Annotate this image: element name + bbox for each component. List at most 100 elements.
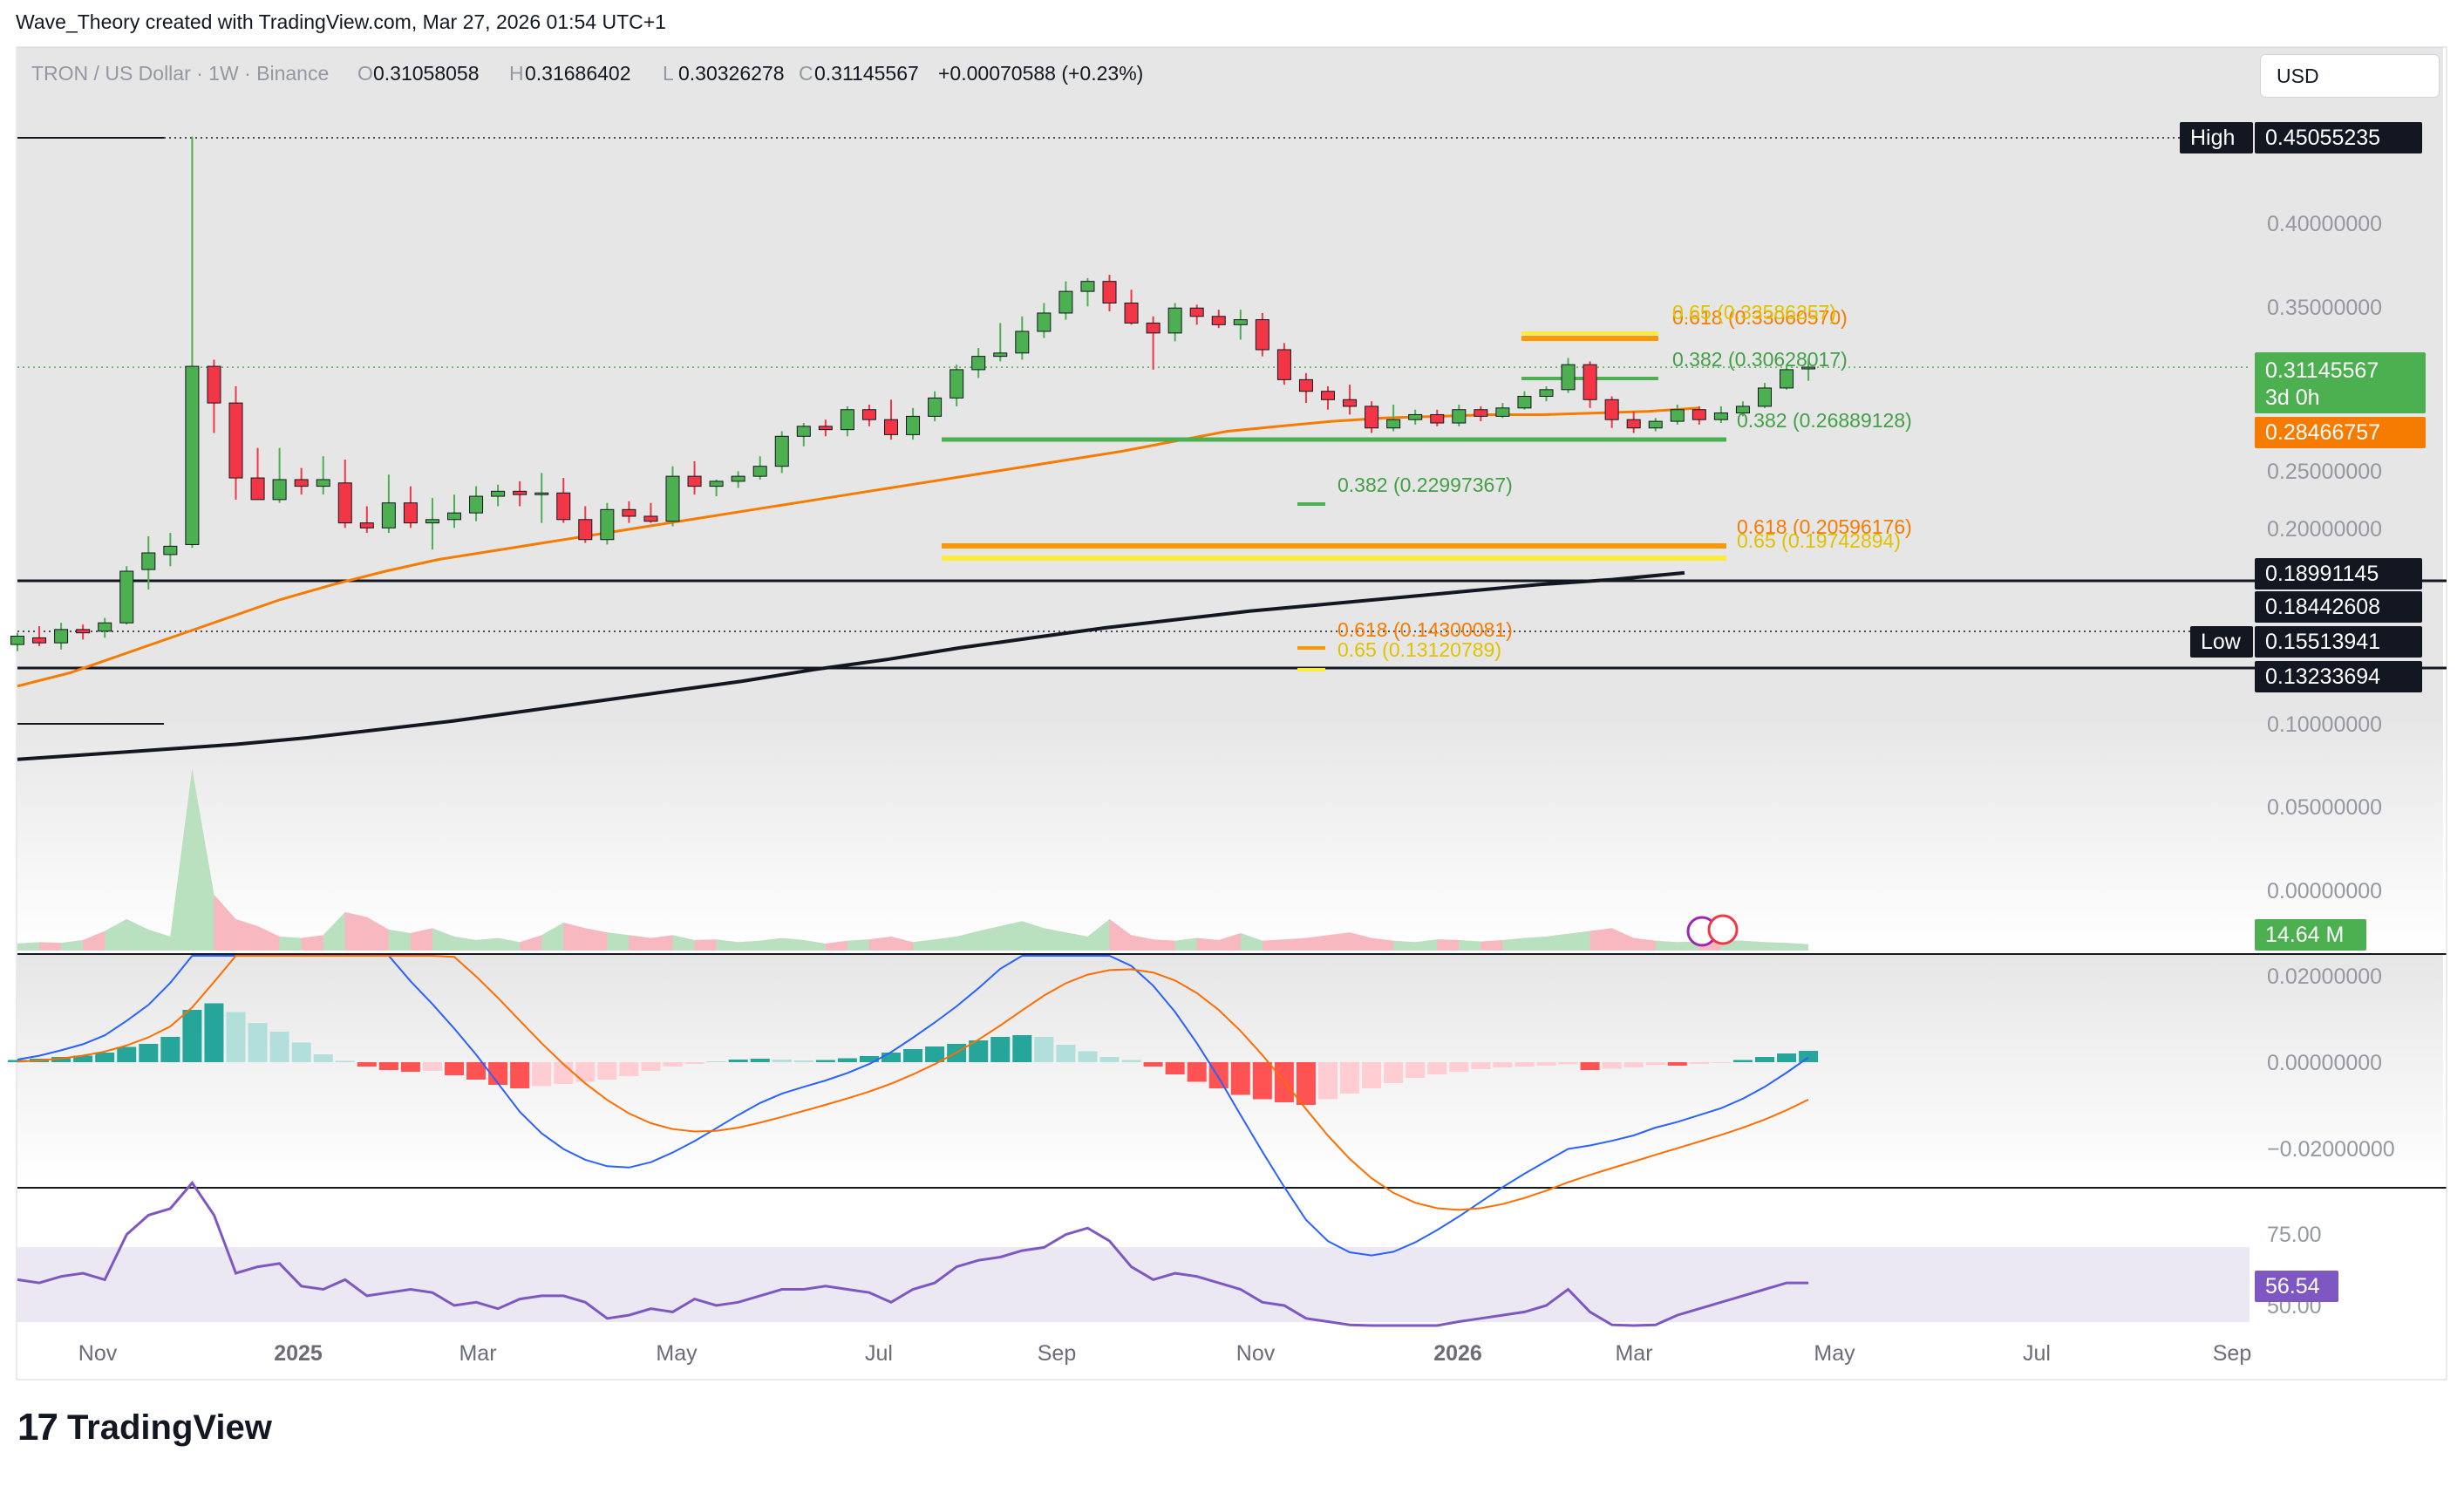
- level-tag-bg: [2255, 591, 2422, 623]
- macd-histogram-bar: [641, 1062, 661, 1071]
- candle-body: [578, 519, 593, 541]
- rsi-value: 56.54: [2265, 1274, 2320, 1299]
- volume-segment: [847, 939, 869, 951]
- time-axis-tick: Sep: [1038, 1341, 1076, 1366]
- macd-histogram-bar: [925, 1046, 945, 1062]
- macd-histogram-bar: [488, 1062, 508, 1085]
- volume-segment: [61, 940, 84, 951]
- high-tag: High: [2190, 126, 2235, 150]
- candle-body: [1626, 419, 1641, 429]
- time-axis-tick: Nov: [1236, 1341, 1276, 1366]
- countdown-value: 3d 0h: [2265, 385, 2320, 410]
- flag-icon: [1707, 914, 1739, 945]
- candle-body: [272, 479, 287, 501]
- volume-segment: [1131, 935, 1154, 951]
- macd-histogram-bar: [1427, 1062, 1447, 1074]
- volume-pane-bg: [17, 715, 2443, 952]
- candle-body: [643, 515, 658, 522]
- candle-body: [1801, 366, 1816, 370]
- macd-histogram-bar: [466, 1062, 487, 1080]
- candle-body: [1321, 391, 1335, 400]
- candle-body: [1233, 319, 1248, 325]
- legend-ohlc-label: H: [509, 62, 524, 85]
- candle-body: [228, 402, 243, 479]
- rsi-line: [17, 1180, 1809, 1327]
- time-axis-tick: Mar: [459, 1341, 496, 1366]
- volume-segment: [1000, 921, 1023, 951]
- macd-histogram-bar: [969, 1040, 989, 1062]
- last-price-value: 0.31145567: [2265, 358, 2379, 383]
- candle-body: [1276, 349, 1291, 380]
- macd-histogram-bar: [619, 1062, 639, 1076]
- high-value-bg: [2255, 122, 2422, 153]
- macd-histogram-bar: [837, 1058, 857, 1062]
- time-axis-tick: May: [1814, 1341, 1855, 1366]
- macd-histogram-bar: [1143, 1062, 1163, 1067]
- volume-segment: [432, 928, 454, 951]
- macd-histogram-bar: [575, 1062, 596, 1082]
- macd-histogram-bar: [1536, 1062, 1556, 1066]
- time-axis-tick: 2026: [1433, 1341, 1482, 1366]
- volume-segment: [803, 940, 826, 951]
- candle-body: [774, 435, 789, 467]
- candle-body: [98, 622, 112, 632]
- volume-segment: [1655, 940, 1678, 951]
- candle-body: [1583, 364, 1597, 400]
- candle-body: [1080, 281, 1095, 292]
- macd-histogram-bar: [1667, 1062, 1687, 1066]
- currency-selector[interactable]: USD: [2260, 54, 2440, 98]
- candle-body: [381, 502, 396, 528]
- volume-segment: [1065, 932, 1088, 951]
- macd-histogram-bar: [1230, 1062, 1250, 1095]
- rsi-band: [17, 1247, 2250, 1322]
- macd-histogram-bar: [1623, 1062, 1644, 1067]
- tradingview-logo[interactable]: 17 TradingView: [17, 1406, 272, 1449]
- volume-segment: [1765, 942, 1787, 951]
- volume-segment: [235, 919, 258, 951]
- volume-segment: [781, 937, 804, 951]
- time-axis-tick: Mar: [1615, 1341, 1652, 1366]
- fib-level-label: 0.65 (0.33586257): [1672, 301, 1836, 324]
- candle-body: [1648, 420, 1663, 429]
- macd-histogram-bar: [793, 1060, 813, 1062]
- volume-segment: [520, 935, 542, 951]
- candle-body: [1539, 389, 1554, 397]
- volume-segment: [607, 932, 630, 951]
- volume-segment: [650, 935, 673, 951]
- candle-body: [337, 482, 352, 524]
- volume-segment: [716, 939, 739, 951]
- candle-body: [1124, 303, 1139, 324]
- volume-value-bg: [2255, 919, 2366, 951]
- candle-body: [1517, 395, 1532, 409]
- volume-segment: [126, 919, 149, 951]
- macd-histogram-bar: [269, 1032, 289, 1062]
- low-tag: Low: [2201, 630, 2242, 654]
- candle-body: [469, 495, 484, 514]
- fib-level-label: 0.382 (0.26889128): [1737, 409, 1912, 432]
- price-axis-tick: 0.40000000: [2267, 212, 2382, 236]
- macd-histogram-bar: [903, 1049, 923, 1062]
- ema-value-bg: [2255, 417, 2426, 448]
- macd-histogram-bar: [1318, 1062, 1338, 1100]
- candle-body: [731, 475, 745, 482]
- macd-histogram-bar: [859, 1056, 879, 1062]
- high-tag-bg: [2180, 122, 2253, 153]
- volume-segment: [1262, 939, 1284, 951]
- volume-segment: [825, 940, 847, 951]
- macd-histogram-bar: [1296, 1062, 1316, 1105]
- candle-body: [1408, 413, 1423, 420]
- volume-segment: [257, 926, 280, 951]
- candle-body: [1189, 307, 1204, 317]
- volume-segment: [39, 942, 62, 951]
- candle-body: [1452, 409, 1467, 424]
- candle-body: [163, 545, 178, 556]
- level-tag: 0.13233694: [2265, 665, 2380, 689]
- volume-segment: [738, 940, 760, 951]
- macd-histogram-bar: [597, 1062, 617, 1080]
- macd-histogram-bar: [1449, 1062, 1469, 1072]
- macd-histogram-bar: [1056, 1045, 1076, 1062]
- macd-histogram-bar: [1165, 1062, 1185, 1074]
- candle-body: [1211, 316, 1226, 325]
- candle-body: [447, 512, 461, 521]
